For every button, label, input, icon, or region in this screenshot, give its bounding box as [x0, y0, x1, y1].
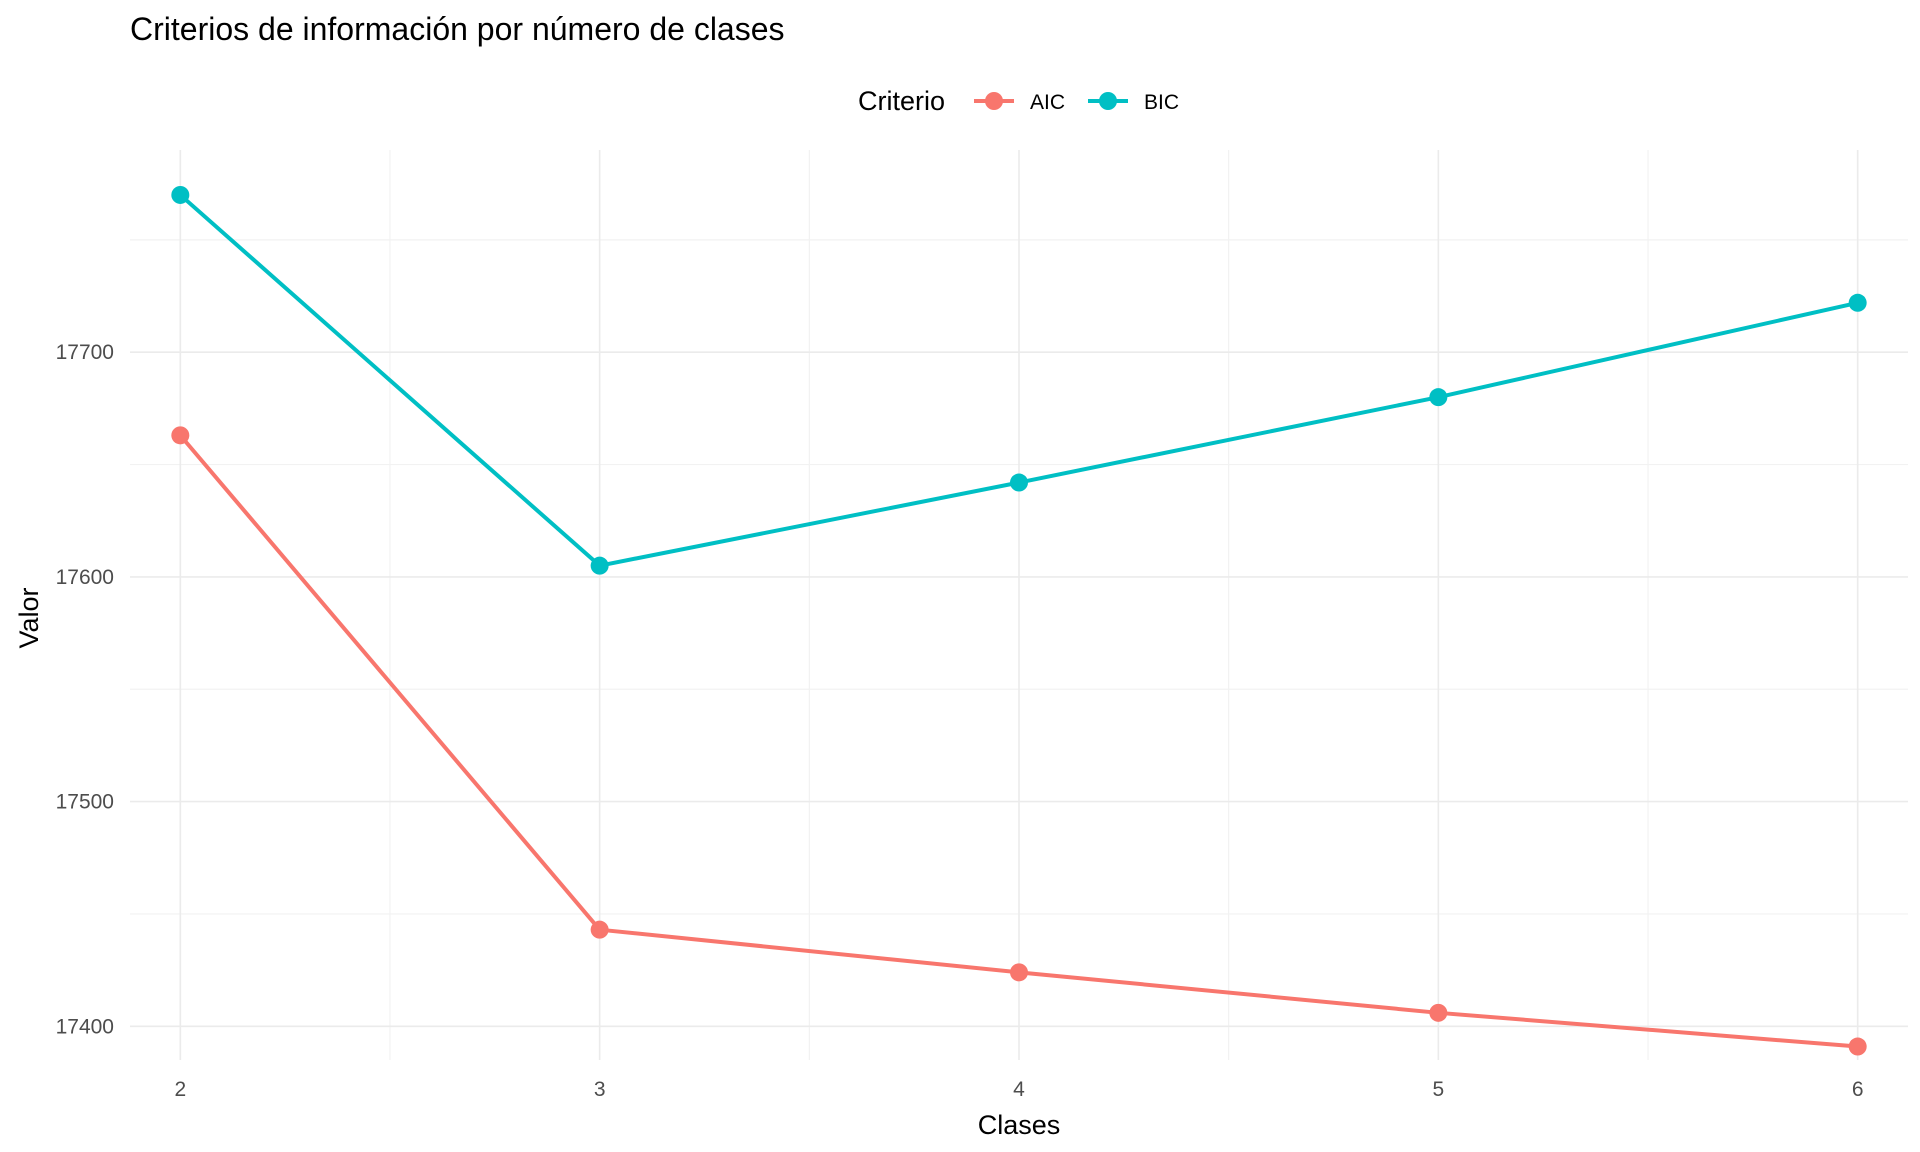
y-tick-label: 17400: [56, 1015, 114, 1038]
data-point-aic: [1010, 963, 1028, 982]
y-tick-label: 17700: [56, 341, 114, 364]
x-tick-label: 5: [1432, 1078, 1444, 1101]
data-point-bic: [1848, 293, 1867, 312]
data-point-bic: [171, 185, 190, 204]
y-tick-label: 17600: [56, 566, 114, 589]
data-point-aic: [1848, 1037, 1867, 1056]
x-axis-title: Clases: [978, 1110, 1061, 1140]
x-tick-label: 4: [1013, 1078, 1025, 1101]
legend-key-point: [985, 92, 1003, 110]
series-layer: [171, 185, 1867, 1056]
data-point-bic: [1010, 473, 1028, 492]
x-tick-label: 2: [174, 1078, 186, 1101]
grid: [130, 150, 1908, 1060]
data-point-aic: [1429, 1003, 1448, 1022]
data-point-aic: [590, 920, 609, 939]
legend-key-point: [1099, 92, 1117, 110]
data-point-bic: [1429, 388, 1448, 407]
y-tick-label: 17500: [56, 791, 114, 814]
y-axis-title: Valor: [14, 587, 44, 648]
x-tick-label: 3: [594, 1078, 606, 1101]
x-tick-label: 6: [1852, 1078, 1864, 1101]
chart-title: Criterios de información por número de c…: [130, 11, 785, 47]
series-bic: [171, 185, 1867, 575]
data-point-bic: [590, 556, 609, 575]
data-point-aic: [171, 426, 190, 445]
legend-title: Criterio: [858, 86, 945, 116]
legend-label: AIC: [1030, 91, 1065, 114]
legend: Criterio AIC BIC: [858, 86, 1179, 116]
legend-item-bic: BIC: [1088, 91, 1179, 114]
legend-item-aic: AIC: [974, 91, 1065, 114]
series-aic: [171, 426, 1867, 1056]
tick-labels: 2 3 4 5 6 17400 17500 17600 17700: [56, 341, 1864, 1101]
legend-label: BIC: [1144, 91, 1179, 114]
